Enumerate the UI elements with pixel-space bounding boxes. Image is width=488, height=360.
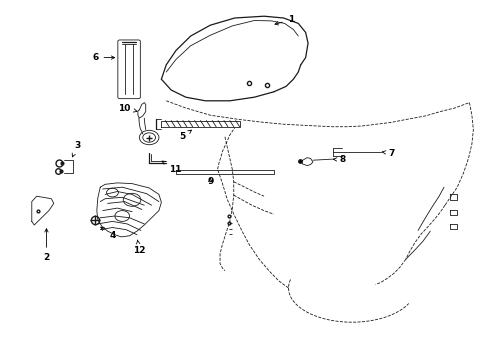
Text: 7: 7 [382, 149, 394, 158]
Text: 10: 10 [118, 104, 137, 113]
Text: 6: 6 [92, 53, 114, 62]
Text: 12: 12 [133, 240, 145, 255]
Text: 2: 2 [43, 229, 49, 262]
Text: 8: 8 [333, 156, 345, 164]
Text: 1: 1 [274, 15, 293, 25]
Text: 9: 9 [206, 177, 213, 186]
Text: 3: 3 [72, 141, 80, 157]
Text: 11: 11 [162, 161, 181, 174]
Text: 5: 5 [179, 130, 191, 141]
Text: 4: 4 [101, 227, 116, 240]
